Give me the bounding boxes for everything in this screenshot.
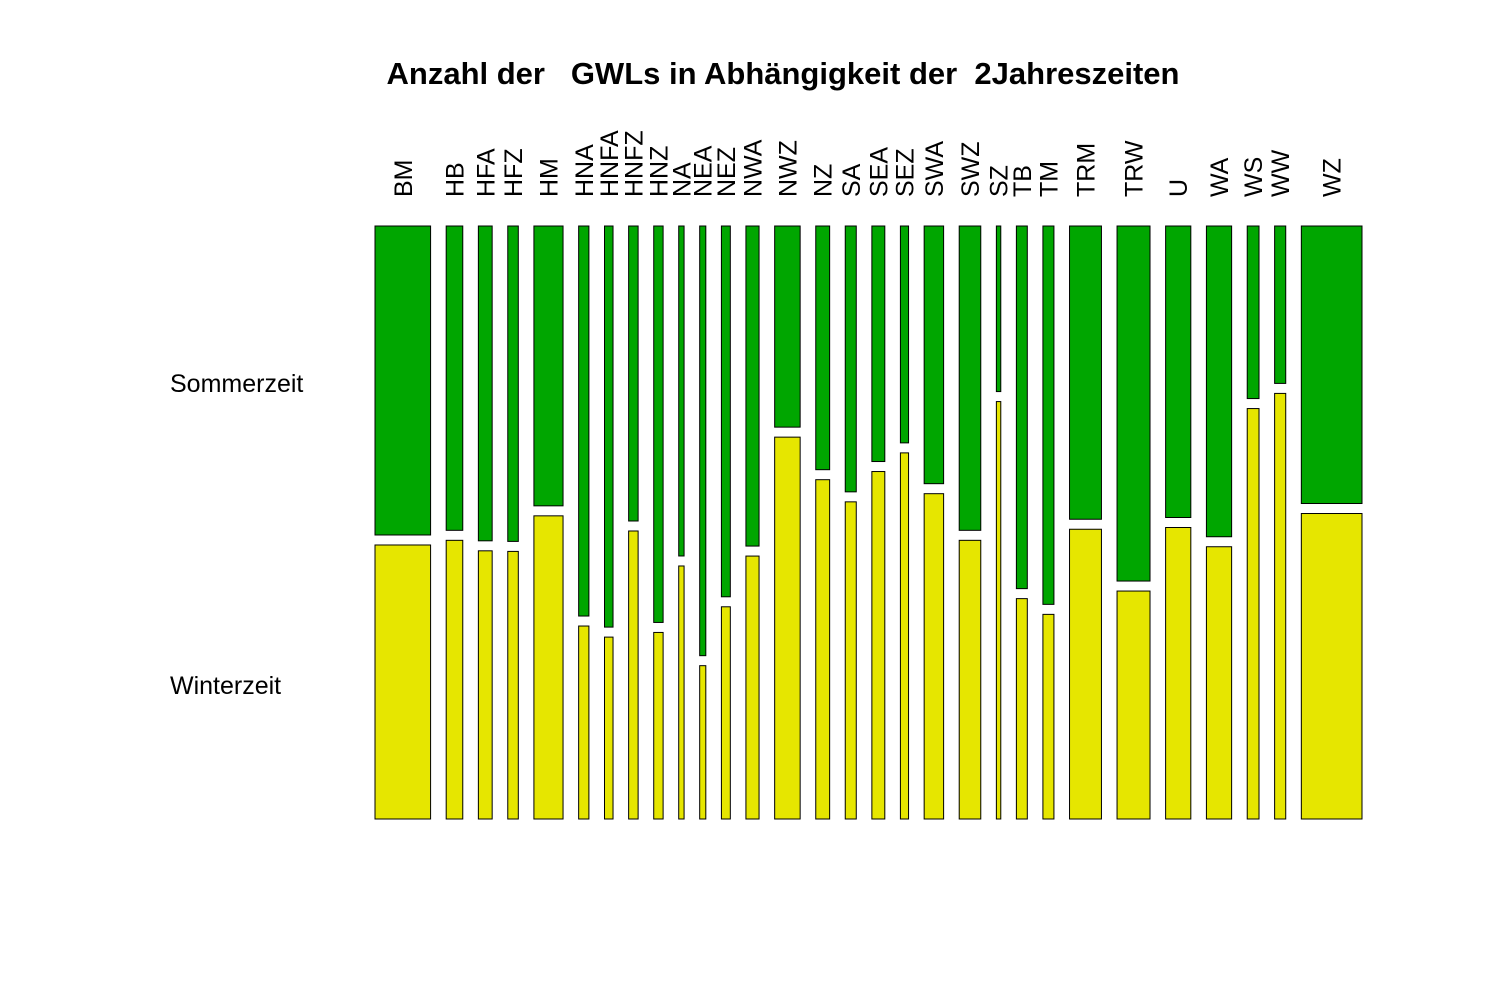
mosaic-tiles	[374, 225, 1363, 820]
tile-sea-sommerzeit	[871, 225, 886, 463]
category-label-hnfa: HNFA	[596, 130, 624, 197]
tile-wz-sommerzeit	[1300, 225, 1363, 505]
category-label-sea: SEA	[865, 147, 893, 197]
tile-na-winterzeit	[678, 565, 685, 820]
category-label-hna: HNA	[571, 144, 599, 197]
row-label-sommerzeit: Sommerzeit	[170, 370, 303, 398]
tile-nez-sommerzeit	[720, 225, 731, 598]
tile-wa-sommerzeit	[1205, 225, 1233, 538]
category-label-nwa: NWA	[739, 139, 767, 197]
tile-hb-sommerzeit	[445, 225, 464, 531]
category-label-wa: WA	[1206, 157, 1234, 197]
tile-hnfa-sommerzeit	[604, 225, 614, 628]
tile-swa-sommerzeit	[923, 225, 945, 485]
tile-ws-sommerzeit	[1246, 225, 1260, 400]
tile-hfz-winterzeit	[507, 550, 519, 820]
tile-sa-sommerzeit	[844, 225, 857, 493]
tile-tm-winterzeit	[1042, 613, 1055, 820]
tile-sz-sommerzeit	[995, 225, 1002, 393]
tile-trm-winterzeit	[1069, 528, 1102, 820]
tile-hnfz-winterzeit	[628, 530, 639, 820]
tile-hna-winterzeit	[578, 625, 590, 820]
tile-ws-winterzeit	[1246, 408, 1260, 820]
tile-bm-winterzeit	[374, 544, 432, 820]
category-label-sz: SZ	[986, 165, 1014, 197]
category-label-hfz: HFZ	[500, 148, 528, 197]
category-label-ww: WW	[1267, 149, 1295, 197]
category-label-trm: TRM	[1072, 143, 1100, 197]
tile-hm-sommerzeit	[533, 225, 564, 507]
category-label-bm: BM	[390, 160, 418, 198]
tile-hnfz-sommerzeit	[628, 225, 639, 522]
tile-sa-winterzeit	[844, 501, 857, 820]
category-label-nz: NZ	[810, 164, 838, 197]
tile-ww-winterzeit	[1274, 392, 1287, 820]
tile-swa-winterzeit	[923, 493, 945, 820]
tile-wz-winterzeit	[1300, 513, 1363, 820]
category-label-hm: HM	[535, 158, 563, 197]
tile-nea-winterzeit	[699, 665, 707, 820]
tile-hnz-sommerzeit	[653, 225, 664, 623]
tile-nwa-sommerzeit	[745, 225, 760, 547]
tile-hfa-winterzeit	[477, 550, 493, 820]
category-label-hfa: HFA	[472, 148, 500, 197]
chart-title: Anzahl der GWLs in Abhängigkeit der 2Jah…	[387, 56, 1180, 91]
category-label-swz: SWZ	[957, 141, 985, 197]
tile-hb-winterzeit	[445, 539, 464, 820]
category-label-wz: WZ	[1319, 158, 1347, 197]
category-label-na: NA	[668, 162, 696, 197]
category-label-trw: TRW	[1121, 140, 1149, 197]
tile-nea-sommerzeit	[699, 225, 707, 657]
tile-ww-sommerzeit	[1274, 225, 1287, 384]
tile-bm-sommerzeit	[374, 225, 432, 536]
tile-hm-winterzeit	[533, 515, 564, 820]
category-label-hb: HB	[441, 162, 469, 197]
category-label-nea: NEA	[690, 145, 718, 197]
tile-sz-winterzeit	[995, 401, 1002, 820]
category-label-ws: WS	[1240, 157, 1268, 197]
tile-trw-sommerzeit	[1116, 225, 1151, 582]
tile-na-sommerzeit	[678, 225, 685, 557]
tile-nz-winterzeit	[815, 479, 831, 820]
tile-u-sommerzeit	[1165, 225, 1192, 518]
row-label-winterzeit: Winterzeit	[170, 672, 281, 700]
tile-nwz-winterzeit	[774, 436, 801, 820]
category-label-nwz: NWZ	[774, 140, 802, 197]
category-label-hnz: HNZ	[645, 146, 673, 197]
tile-hnfa-winterzeit	[604, 636, 614, 820]
tile-hfa-sommerzeit	[477, 225, 493, 542]
tile-tm-sommerzeit	[1042, 225, 1055, 605]
category-label-tb: TB	[1009, 165, 1037, 197]
tile-swz-winterzeit	[958, 539, 982, 820]
category-label-swa: SWA	[921, 141, 949, 197]
tile-hfz-sommerzeit	[507, 225, 519, 542]
tile-wa-winterzeit	[1205, 546, 1233, 820]
tile-trw-winterzeit	[1116, 590, 1151, 820]
tile-nez-winterzeit	[720, 606, 731, 820]
tile-sea-winterzeit	[871, 471, 886, 820]
tile-trm-sommerzeit	[1069, 225, 1102, 520]
tile-u-winterzeit	[1165, 527, 1192, 820]
tile-swz-sommerzeit	[958, 225, 982, 531]
tile-sez-sommerzeit	[899, 225, 910, 444]
tile-tb-winterzeit	[1015, 598, 1028, 820]
category-label-u: U	[1165, 179, 1193, 197]
tile-nwa-winterzeit	[745, 555, 760, 820]
tile-hna-sommerzeit	[578, 225, 590, 617]
tile-sez-winterzeit	[899, 452, 910, 820]
tile-nz-sommerzeit	[815, 225, 831, 471]
category-label-sa: SA	[838, 163, 866, 197]
category-label-hnfz: HNFZ	[620, 130, 648, 197]
category-label-sez: SEZ	[891, 148, 919, 197]
tile-hnz-winterzeit	[653, 631, 664, 820]
category-label-tm: TM	[1035, 161, 1063, 197]
category-label-nez: NEZ	[713, 147, 741, 197]
tile-nwz-sommerzeit	[774, 225, 801, 428]
tile-tb-sommerzeit	[1015, 225, 1028, 590]
